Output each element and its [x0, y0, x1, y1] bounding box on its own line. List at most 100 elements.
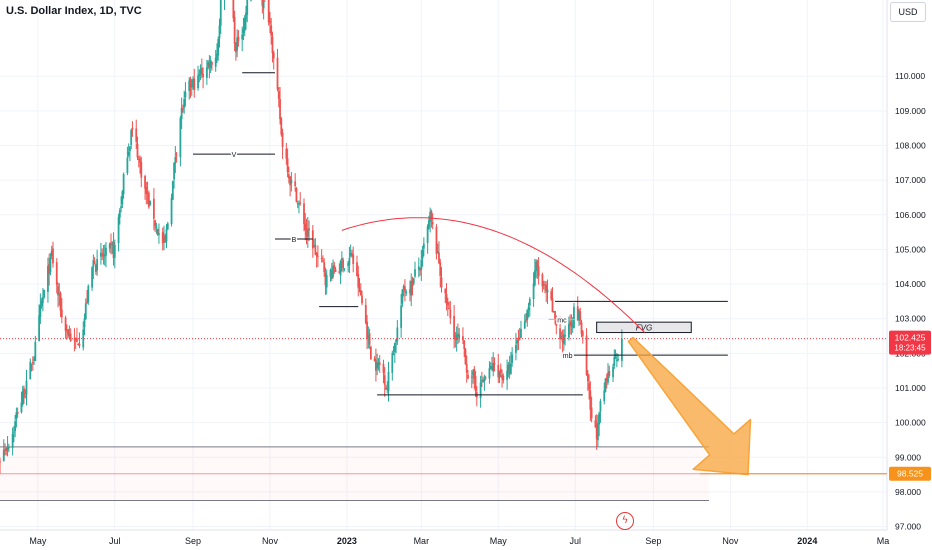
candle: [361, 290, 363, 306]
candle: [436, 243, 439, 254]
candle: [382, 359, 385, 384]
candle-body: [323, 262, 326, 273]
candle-body: [170, 197, 173, 225]
candle-body: [463, 340, 466, 349]
candle: [480, 371, 483, 388]
candle: [140, 156, 143, 188]
candle-body: [562, 334, 565, 344]
candle-body: [316, 255, 319, 257]
candle: [189, 76, 192, 99]
candle: [87, 284, 90, 305]
level-label: B: [292, 237, 297, 244]
candle-body: [279, 99, 281, 120]
candle: [286, 148, 289, 178]
candle-body: [131, 127, 134, 130]
candle-body: [359, 289, 362, 296]
candle-body: [356, 262, 358, 277]
candle-body: [69, 333, 72, 341]
candle: [386, 381, 389, 394]
candle: [597, 414, 599, 448]
candle: [121, 189, 124, 208]
candle: [444, 288, 447, 304]
candle: [542, 280, 545, 290]
candle-body: [550, 291, 553, 300]
candle: [113, 239, 116, 269]
candle-body: [483, 379, 486, 382]
candle-body: [438, 252, 440, 263]
candle-body: [294, 181, 297, 187]
candle-body: [73, 339, 76, 341]
candle: [86, 290, 88, 305]
candle-body: [242, 29, 245, 34]
candle: [472, 369, 474, 384]
candle: [49, 253, 52, 276]
candle-body: [473, 368, 476, 379]
candle-body: [111, 244, 114, 246]
candle: [541, 272, 544, 293]
candle-body: [526, 309, 529, 321]
candle-body: [192, 79, 194, 88]
candle-body: [552, 311, 555, 313]
candle-body: [605, 377, 608, 381]
candle: [578, 308, 580, 326]
candle: [25, 369, 28, 406]
candle-body: [594, 420, 597, 428]
candle-body: [391, 353, 394, 373]
candle: [111, 241, 114, 254]
candle: [236, 29, 239, 58]
candle: [41, 288, 44, 312]
candle-body: [410, 280, 413, 296]
candle: [340, 251, 343, 272]
candle: [91, 266, 93, 291]
candle: [11, 427, 14, 456]
candle-body: [509, 363, 512, 374]
candle: [165, 224, 168, 249]
candle-body: [465, 363, 468, 373]
candle-body: [77, 344, 80, 346]
price-tick-label: 97.000: [895, 522, 921, 532]
candle-body: [24, 396, 27, 398]
candle-body: [427, 220, 430, 228]
candle: [401, 289, 404, 307]
candle-body: [330, 270, 333, 279]
candle-body: [285, 148, 288, 159]
candle: [446, 297, 449, 317]
candle: [546, 279, 549, 305]
candle: [24, 389, 27, 399]
fvg-label: FVG: [636, 323, 652, 332]
resistance-arc: [341, 217, 645, 333]
candle: [589, 381, 592, 421]
candle-body: [202, 73, 204, 77]
candle-body: [431, 222, 434, 225]
candle: [272, 50, 275, 70]
time-tick-label: May: [29, 536, 47, 546]
candle-body: [507, 364, 510, 372]
candle: [303, 198, 305, 232]
candle-body: [570, 322, 573, 327]
candle-body: [198, 74, 201, 76]
lightning-icon[interactable]: ϟ: [616, 512, 634, 530]
candle-body: [232, 0, 235, 19]
candle: [127, 143, 130, 158]
candle: [431, 213, 434, 230]
candle: [65, 324, 68, 340]
candle: [590, 396, 593, 423]
candle-body: [364, 304, 367, 324]
candle: [377, 358, 380, 371]
candle: [192, 76, 194, 90]
candle-body: [453, 315, 456, 339]
candle: [419, 267, 421, 276]
price-tick-label: 105.000: [895, 244, 926, 254]
candle-body: [420, 259, 423, 270]
candle-body: [158, 233, 160, 235]
candle: [554, 310, 556, 325]
candle-body: [603, 390, 606, 402]
candle-body: [489, 366, 492, 369]
currency-selector[interactable]: USD: [890, 2, 926, 22]
price-tick-label: 109.000: [895, 106, 926, 116]
candle: [5, 447, 8, 456]
candle-body: [429, 211, 432, 222]
candle: [60, 298, 63, 324]
candle: [473, 365, 476, 389]
